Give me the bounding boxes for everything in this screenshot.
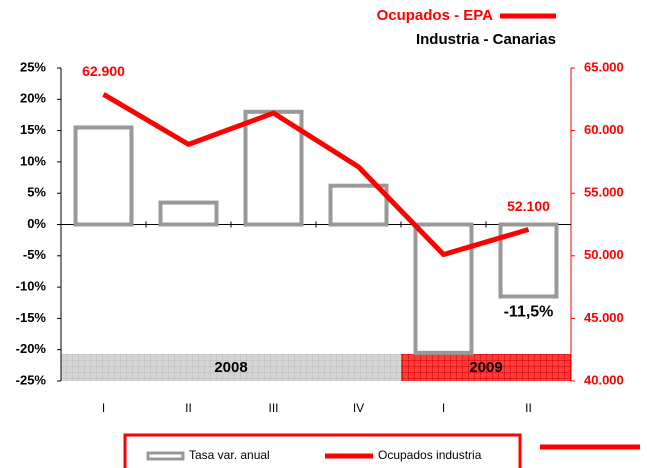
y-tick-label: 20% (20, 91, 46, 106)
y-tick-label: 25% (20, 59, 46, 74)
y2-tick-label: 60.000 (584, 122, 624, 137)
y-tick-label: -10% (16, 279, 47, 294)
legend-swatch (146, 451, 185, 461)
bar (413, 222, 474, 355)
chart-subtitle: Industria - Canarias (416, 31, 556, 48)
bar (243, 109, 304, 227)
y2-tick-label: 40.000 (584, 372, 624, 387)
year-label: 2009 (469, 359, 502, 376)
bar (498, 222, 559, 299)
line (102, 92, 530, 258)
y2-tick-label: 50.000 (584, 247, 624, 262)
y-tick-label: 0% (27, 216, 46, 231)
legend-box (123, 433, 522, 468)
data-label: 62.900 (82, 63, 125, 79)
x-tick-label: II (525, 401, 532, 415)
y-tick-label: -15% (16, 310, 47, 325)
data-label: 52.100 (507, 198, 550, 214)
legend-label: Tasa var. anual (189, 448, 270, 462)
x-tick-label: II (185, 401, 192, 415)
y2-tick-label: 45.000 (584, 310, 624, 325)
x-tick-label: IV (353, 401, 364, 415)
x-tick-label: I (442, 401, 445, 415)
year-label: 2008 (214, 359, 247, 376)
year-band (61, 354, 401, 381)
y-tick-label: -5% (23, 247, 47, 262)
chart-title: Ocupados - EPA (377, 7, 494, 24)
x-tick-label: I (102, 401, 105, 415)
legend-label: Ocupados industria (378, 448, 482, 462)
y-tick-label: -25% (16, 372, 47, 387)
bar (73, 125, 134, 227)
y2-tick-label: 55.000 (584, 185, 624, 200)
x-tick-label: III (268, 401, 278, 415)
y-tick-label: -20% (16, 341, 47, 356)
year-band (401, 354, 571, 381)
y-tick-label: 5% (27, 185, 46, 200)
y-tick-label: 10% (20, 153, 46, 168)
bar (328, 183, 389, 227)
bar (158, 200, 219, 227)
y2-tick-label: 65.000 (584, 59, 624, 74)
data-label: -11,5% (504, 304, 554, 321)
y-tick-label: 15% (20, 122, 46, 137)
